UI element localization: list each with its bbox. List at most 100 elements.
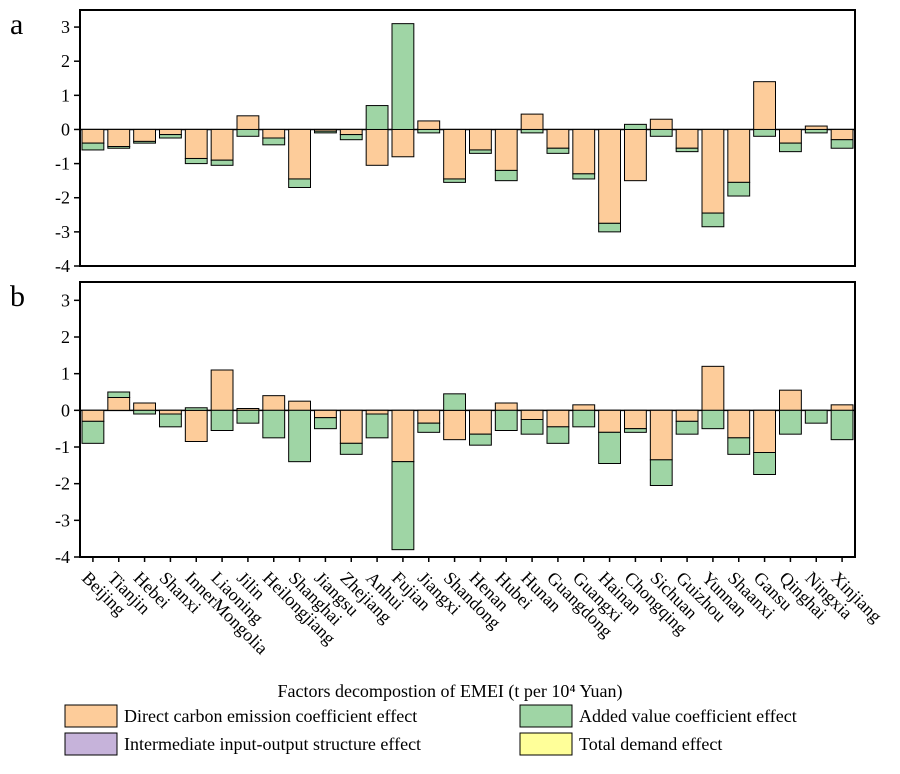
bar bbox=[830, 409, 854, 441]
bar bbox=[159, 409, 182, 415]
bar bbox=[520, 128, 544, 134]
bar bbox=[288, 409, 311, 463]
bar bbox=[107, 146, 131, 149]
bar bbox=[572, 128, 596, 175]
bar bbox=[624, 128, 647, 182]
bar bbox=[779, 389, 802, 411]
bar bbox=[184, 157, 208, 165]
bar bbox=[314, 409, 337, 419]
bar bbox=[417, 422, 441, 433]
bar bbox=[81, 142, 105, 151]
y-tick-label: -4 bbox=[55, 547, 70, 567]
bar bbox=[210, 128, 234, 161]
bar bbox=[391, 128, 415, 158]
legend-swatch bbox=[64, 704, 118, 728]
bar bbox=[210, 159, 234, 166]
plot-frame bbox=[79, 9, 856, 267]
bar bbox=[520, 419, 544, 435]
bar bbox=[701, 212, 725, 228]
bar bbox=[520, 409, 544, 421]
bar bbox=[107, 397, 131, 411]
y-tick-label: -1 bbox=[55, 154, 70, 174]
bar bbox=[314, 130, 337, 134]
bar bbox=[184, 128, 208, 159]
bar bbox=[520, 113, 544, 130]
y-tick-label: 3 bbox=[61, 17, 70, 37]
legend-swatch bbox=[519, 704, 573, 728]
bar bbox=[649, 409, 673, 461]
plot-frame bbox=[79, 281, 856, 558]
bar bbox=[546, 426, 570, 444]
y-tick-label: 2 bbox=[61, 327, 70, 347]
bar bbox=[701, 128, 725, 214]
bar bbox=[675, 420, 699, 435]
bar bbox=[236, 115, 260, 130]
bar bbox=[288, 178, 311, 188]
y-tick-label: 0 bbox=[61, 119, 70, 139]
bar bbox=[210, 409, 234, 432]
y-tick-label: 1 bbox=[61, 364, 70, 384]
bar bbox=[236, 409, 260, 424]
bar bbox=[133, 140, 157, 144]
bar bbox=[133, 128, 157, 142]
legend-swatch bbox=[519, 732, 573, 756]
bar bbox=[262, 128, 286, 139]
bar bbox=[494, 409, 518, 432]
legend-label: Total demand effect bbox=[579, 734, 722, 754]
bar bbox=[727, 128, 751, 183]
legend-title: Factors decompostion of EMEI (t per 10⁴ … bbox=[277, 681, 622, 702]
y-tick-label: 0 bbox=[61, 400, 70, 420]
bar bbox=[365, 128, 389, 166]
bar bbox=[779, 142, 802, 153]
bar bbox=[133, 402, 157, 411]
bar bbox=[830, 404, 854, 411]
bar bbox=[675, 147, 699, 153]
bar bbox=[81, 420, 105, 444]
bar bbox=[417, 128, 441, 134]
bar bbox=[159, 413, 182, 428]
bar bbox=[443, 393, 466, 411]
bar bbox=[701, 365, 725, 411]
bar bbox=[133, 409, 157, 415]
y-tick-label: -3 bbox=[55, 222, 70, 242]
bar bbox=[469, 149, 492, 154]
bar bbox=[830, 139, 854, 149]
bar bbox=[262, 137, 286, 146]
y-tick-label: -4 bbox=[55, 256, 70, 276]
legend-label: Direct carbon emission coefficient effec… bbox=[124, 706, 417, 726]
bar bbox=[339, 134, 363, 141]
bar bbox=[804, 128, 828, 134]
bar bbox=[339, 442, 363, 455]
bar bbox=[288, 400, 311, 411]
bar bbox=[417, 120, 441, 130]
y-tick-label: -1 bbox=[55, 437, 70, 457]
bar bbox=[727, 181, 751, 197]
bar bbox=[546, 147, 570, 154]
bar bbox=[365, 413, 389, 439]
bar bbox=[184, 407, 208, 411]
bar bbox=[649, 128, 673, 137]
bar bbox=[624, 123, 647, 130]
bar bbox=[184, 409, 208, 443]
bar bbox=[236, 128, 260, 137]
bar bbox=[107, 391, 131, 398]
bar bbox=[649, 459, 673, 487]
bar bbox=[675, 128, 699, 149]
panel-label: b bbox=[10, 280, 25, 313]
y-tick-label: -2 bbox=[55, 188, 70, 208]
bar bbox=[804, 125, 828, 130]
bar bbox=[753, 128, 777, 137]
bar bbox=[288, 128, 311, 180]
bar bbox=[701, 409, 725, 430]
bar bbox=[469, 128, 492, 151]
bar bbox=[159, 128, 182, 136]
bar bbox=[624, 428, 647, 433]
y-tick-label: 1 bbox=[61, 85, 70, 105]
bar bbox=[469, 409, 492, 435]
bar bbox=[391, 409, 415, 463]
y-tick-label: 3 bbox=[61, 290, 70, 310]
bar bbox=[546, 409, 570, 428]
y-tick-label: -2 bbox=[55, 474, 70, 494]
